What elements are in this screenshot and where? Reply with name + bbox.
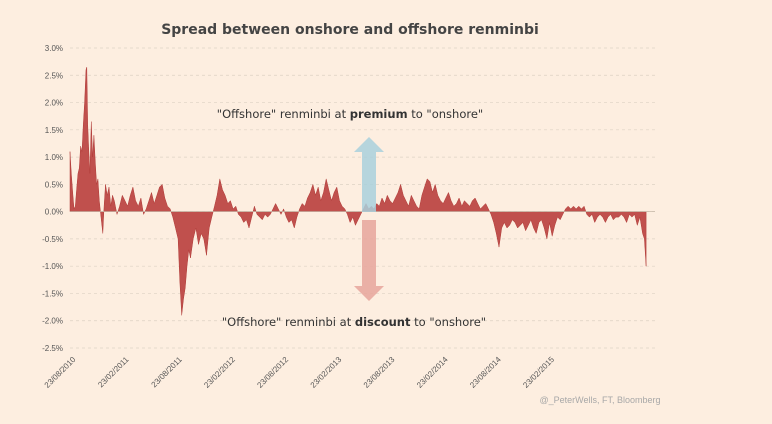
y-tick-label: -0.5% <box>42 235 63 244</box>
premium-text-bold: premium <box>350 107 408 121</box>
premium-annotation: "Offshore" renminbi at premium to "onsho… <box>217 107 483 121</box>
x-axis-ticks: 23/08/2010 23/02/2011 23/08/2011 23/02/2012… <box>43 355 557 390</box>
source-credit: @_PeterWells, FT, Bloomberg <box>539 395 660 405</box>
y-tick-label: -2.0% <box>42 317 63 326</box>
chart-title: Spread between onshore and offshore renm… <box>161 22 539 38</box>
x-tick-label: 23/02/2011 <box>96 355 131 390</box>
discount-annotation: "Offshore" renminbi at discount to "onsh… <box>222 315 486 329</box>
x-tick-label: 23/08/2011 <box>150 355 185 390</box>
x-tick-label: 23/08/2014 <box>468 355 503 390</box>
x-tick-label: 23/08/2013 <box>362 355 397 390</box>
y-axis-ticks: 3.0% 2.5% 2.0% 1.5% 1.0% 0.5% 0.0% -0.5% -1.0% -1… <box>42 44 63 353</box>
x-tick-label: 23/08/2010 <box>43 355 78 390</box>
x-tick-label: 23/02/2012 <box>202 355 237 390</box>
discount-text-post: to "onshore" <box>410 315 486 329</box>
y-tick-label: 0.0% <box>45 208 63 217</box>
y-tick-label: 0.5% <box>45 180 63 189</box>
y-tick-label: -2.5% <box>42 344 63 353</box>
y-tick-label: 1.5% <box>45 126 63 135</box>
discount-arrow <box>354 220 384 301</box>
x-tick-label: 23/02/2013 <box>309 355 344 390</box>
y-tick-label: -1.5% <box>42 289 63 298</box>
discount-text-bold: discount <box>355 315 411 329</box>
premium-arrow <box>354 137 384 212</box>
y-tick-label: 1.0% <box>45 153 63 162</box>
y-tick-label: 3.0% <box>45 44 63 53</box>
x-tick-label: 23/02/2015 <box>521 355 556 390</box>
premium-text-post: to "onshore" <box>408 107 484 121</box>
y-tick-label: 2.5% <box>45 71 63 80</box>
discount-text-pre: "Offshore" renminbi at <box>222 315 355 329</box>
y-tick-label: 2.0% <box>45 99 63 108</box>
premium-text-pre: "Offshore" renminbi at <box>217 107 350 121</box>
series-area-spread <box>69 67 647 316</box>
y-tick-label: -1.0% <box>42 262 63 271</box>
x-tick-label: 23/02/2014 <box>415 355 450 390</box>
x-tick-label: 23/08/2012 <box>255 355 290 390</box>
